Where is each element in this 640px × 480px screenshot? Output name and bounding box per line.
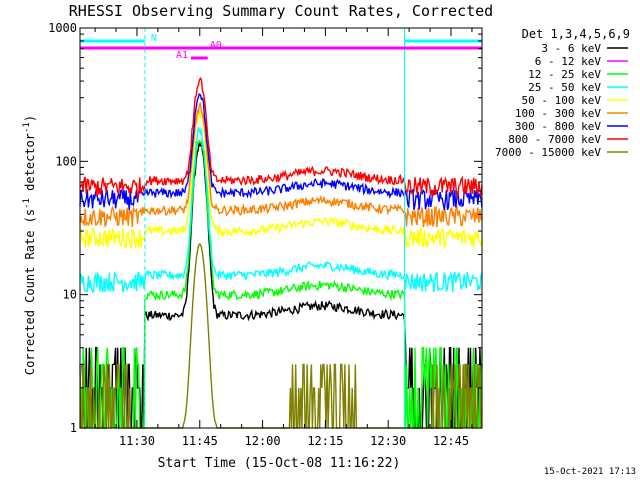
y-axis-label: Corrected Count Rate (s-1 detector-1) <box>22 115 37 375</box>
legend-label-5: 100 - 300 keV <box>515 107 601 120</box>
chart-title: RHESSI Observing Summary Count Rates, Co… <box>69 2 493 20</box>
x-tick-label: 12:15 <box>307 434 343 448</box>
series-line-7 <box>79 76 483 200</box>
flag-label-N: N <box>151 33 157 44</box>
flag-label-A1: A1 <box>176 50 188 61</box>
x-tick-label: 12:45 <box>433 434 469 448</box>
generation-timestamp: 15-Oct-2021 17:13 <box>544 467 636 477</box>
axes: 1 10 100 1000 11:30 11:45 12:00 12:15 12:30 12:45 <box>48 21 483 448</box>
series-line-4 <box>79 111 483 249</box>
flag-bars: N A0 A1 <box>80 28 482 428</box>
legend-label-6: 300 - 800 keV <box>515 120 601 133</box>
plot-area <box>79 76 483 429</box>
legend-label-3: 25 - 50 keV <box>528 81 601 94</box>
x-tick-label: 12:30 <box>370 434 406 448</box>
y-tick-label: 1000 <box>48 21 77 35</box>
series-line-5 <box>79 102 483 228</box>
legend-title: Det 1,3,4,5,6,9 <box>522 27 630 41</box>
plot-frame <box>79 27 483 429</box>
x-tick-label: 11:30 <box>119 434 155 448</box>
legend-label-0: 3 - 6 keV <box>541 42 601 55</box>
y-tick-label: 1 <box>70 421 77 435</box>
legend-label-1: 6 - 12 keV <box>535 55 602 68</box>
series-line-3 <box>79 126 483 293</box>
legend-label-7: 800 - 7000 keV <box>508 133 601 146</box>
series-line-6 <box>79 93 483 211</box>
legend-label-8: 7000 - 15000 keV <box>495 146 601 159</box>
flag-label-A0: A0 <box>210 40 222 51</box>
x-axis-label: Start Time (15-Oct-08 11:16:22) <box>158 456 401 471</box>
x-tick-label: 12:00 <box>245 434 281 448</box>
legend-label-2: 12 - 25 keV <box>528 68 601 81</box>
x-tick-label: 11:45 <box>182 434 218 448</box>
y-tick-label: 10 <box>63 288 77 302</box>
series-line-2 <box>79 139 483 429</box>
y-tick-label: 100 <box>55 154 77 168</box>
legend-label-4: 50 - 100 keV <box>522 94 602 107</box>
